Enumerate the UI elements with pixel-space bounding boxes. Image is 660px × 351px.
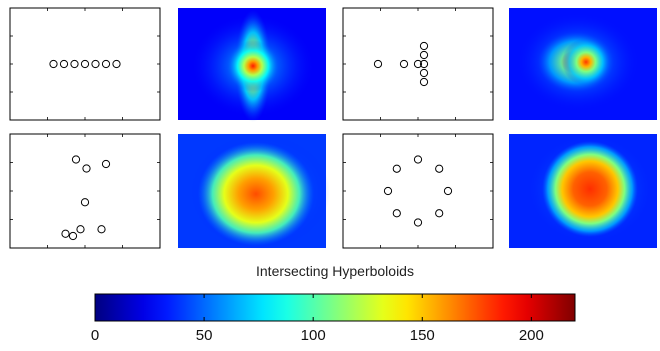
sensor-marker xyxy=(392,209,401,218)
sensor-marker xyxy=(70,59,79,69)
sensor-marker xyxy=(101,159,111,169)
heatmap-random-panel xyxy=(178,134,330,250)
colorbar-ticks: 0 50 100 150 200 xyxy=(91,294,544,344)
colorbar-title: Intersecting Hyperboloids xyxy=(256,263,414,279)
heatmap-peak xyxy=(227,40,279,92)
sensor-marker xyxy=(373,59,383,69)
sensor-marker xyxy=(419,50,429,60)
colorbar-tick-label: 100 xyxy=(301,327,326,344)
sensor-marker xyxy=(435,209,444,218)
sensor-marker xyxy=(413,59,423,69)
sensor-marker xyxy=(399,59,409,69)
colorbar-tick-label: 50 xyxy=(196,327,213,344)
sensor-marker xyxy=(392,164,401,173)
sensor-marker xyxy=(383,186,393,196)
sensor-marker xyxy=(419,41,429,51)
sensor-marker xyxy=(80,59,90,69)
sensor-layout-linear-panel xyxy=(9,7,161,121)
sensor-marker xyxy=(80,198,90,207)
colorbar-tick-label: 150 xyxy=(410,327,435,344)
heatmap-circular-panel xyxy=(509,133,657,248)
sensor-marker xyxy=(413,155,423,164)
sensor-marker xyxy=(419,68,429,78)
sensor-marker xyxy=(413,218,423,227)
sensor-layout-random-panel xyxy=(9,133,161,249)
sensor-marker xyxy=(71,155,81,164)
sensor-marker xyxy=(59,59,69,69)
sensor-marker xyxy=(76,225,85,234)
sensor-layout-circular-panel xyxy=(342,133,494,249)
sensor-marker xyxy=(68,231,78,241)
colorbar: 0 50 100 150 200 xyxy=(91,293,576,344)
sensor-marker xyxy=(112,59,121,69)
sensor-marker xyxy=(91,59,100,69)
sensor-marker xyxy=(443,186,453,196)
sensor-marker xyxy=(97,225,106,234)
sensor-marker xyxy=(419,59,429,69)
sensor-marker xyxy=(435,164,444,173)
sensor-marker xyxy=(82,164,91,173)
colorbar-tick-label: 200 xyxy=(519,327,544,344)
heatmap-peak xyxy=(198,142,314,246)
sensor-marker xyxy=(61,229,70,238)
heatmap-peak xyxy=(562,38,610,86)
sensor-marker xyxy=(49,59,58,69)
sensor-marker xyxy=(419,77,429,87)
heatmap-linear-panel xyxy=(178,8,326,122)
heatmap-cross-panel xyxy=(509,8,657,120)
colorbar-tick-label: 0 xyxy=(91,327,99,344)
sensor-marker xyxy=(101,59,111,69)
heatmap-peak xyxy=(542,141,638,237)
sensor-layout-cross-panel xyxy=(342,7,494,121)
